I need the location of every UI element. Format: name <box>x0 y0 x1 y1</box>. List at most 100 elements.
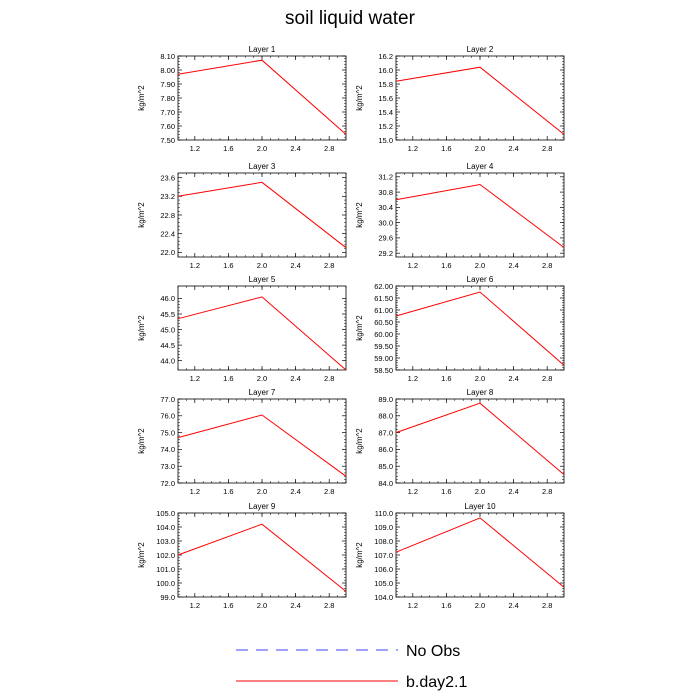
x-tick-label: 2.4 <box>290 601 300 610</box>
y-tick-label: 61.00 <box>374 306 393 315</box>
y-tick-label: 62.00 <box>374 282 393 291</box>
y-axis-label: kg/m^2 <box>355 202 364 228</box>
x-tick-label: 2.4 <box>508 261 518 270</box>
panel-title: Layer 9 <box>249 502 276 511</box>
y-tick-label: 59.00 <box>374 354 393 363</box>
y-tick-label: 60.00 <box>374 330 393 339</box>
x-tick-label: 1.2 <box>190 261 200 270</box>
series-line <box>177 181 347 249</box>
x-tick-label: 1.6 <box>223 144 233 153</box>
y-tick-label: 76.0 <box>160 412 175 421</box>
y-tick-label: 74.0 <box>160 445 175 454</box>
y-tick-label: 75.0 <box>160 428 175 437</box>
x-tick-label: 2.0 <box>475 374 485 383</box>
x-tick-label: 2.0 <box>257 261 267 270</box>
y-axis-label: kg/m^2 <box>137 202 146 228</box>
x-tick-label: 1.2 <box>190 487 200 496</box>
x-tick-label: 2.8 <box>324 261 334 270</box>
y-tick-label: 22.0 <box>160 248 175 257</box>
x-tick-label: 1.6 <box>223 487 233 496</box>
y-tick-label: 60.50 <box>374 318 393 327</box>
y-tick-label: 31.2 <box>378 173 393 182</box>
panel-title: Layer 7 <box>249 388 276 397</box>
panel-title: Layer 6 <box>467 275 494 284</box>
y-tick-label: 7.60 <box>160 122 175 131</box>
y-tick-label: 104.0 <box>374 593 393 602</box>
y-tick-label: 30.4 <box>378 203 393 212</box>
figure-title: soil liquid water <box>285 8 415 29</box>
y-axis-label: kg/m^2 <box>137 542 146 568</box>
y-axis-label: kg/m^2 <box>137 428 146 454</box>
y-tick-label: 108.0 <box>374 537 393 546</box>
y-tick-label: 7.50 <box>160 136 175 145</box>
x-tick-label: 1.6 <box>223 374 233 383</box>
x-tick-label: 2.0 <box>475 261 485 270</box>
x-tick-label: 2.8 <box>324 374 334 383</box>
y-tick-label: 45.5 <box>160 310 175 319</box>
series-line <box>395 402 565 475</box>
panel-layer-4: Layer 4 29.2 29.6 30.0 30.4 30.8 31.2 1.2 1.6 2.0… <box>355 162 565 270</box>
y-tick-label: 7.90 <box>160 80 175 89</box>
y-axis-label: kg/m^2 <box>137 315 146 341</box>
x-tick-label: 1.6 <box>223 261 233 270</box>
x-tick-label: 1.2 <box>190 374 200 383</box>
y-tick-label: 87.0 <box>378 428 393 437</box>
series-line <box>177 414 347 477</box>
x-tick-label: 1.6 <box>441 261 451 270</box>
y-tick-label: 15.8 <box>378 80 393 89</box>
y-tick-label: 109.0 <box>374 523 393 532</box>
x-tick-label: 2.8 <box>542 261 552 270</box>
y-tick-label: 16.0 <box>378 66 393 75</box>
x-tick-label: 2.0 <box>475 601 485 610</box>
y-tick-label: 85.0 <box>378 462 393 471</box>
y-tick-label: 45.0 <box>160 325 175 334</box>
x-tick-label: 1.6 <box>441 601 451 610</box>
y-tick-label: 77.0 <box>160 395 175 404</box>
y-tick-label: 23.6 <box>160 173 175 182</box>
x-tick-label: 2.4 <box>508 487 518 496</box>
y-tick-label: 58.50 <box>374 366 393 375</box>
panel-layer-2: Layer 2 15.0 15.2 15.4 15.6 15.8 16.0 16.2 1.2 1.… <box>355 45 565 153</box>
y-axis-label: kg/m^2 <box>355 428 364 454</box>
y-tick-label: 29.6 <box>378 234 393 243</box>
y-tick-label: 103.0 <box>156 537 175 546</box>
panel-layer-6: Layer 6 58.50 59.00 59.50 60.00 60.50 61.00 61.… <box>355 275 565 383</box>
y-tick-label: 99.0 <box>160 593 175 602</box>
y-tick-label: 102.0 <box>156 551 175 560</box>
y-tick-label: 8.00 <box>160 66 175 75</box>
panel-title: Layer 8 <box>467 388 494 397</box>
panel-title: Layer 4 <box>467 162 494 171</box>
x-tick-label: 2.0 <box>257 144 267 153</box>
x-tick-label: 2.0 <box>257 374 267 383</box>
y-tick-label: 110.0 <box>375 509 393 518</box>
series-line <box>395 66 565 135</box>
x-tick-label: 1.6 <box>223 601 233 610</box>
x-tick-label: 2.0 <box>257 601 267 610</box>
x-tick-label: 2.4 <box>508 374 518 383</box>
series-line <box>395 183 565 248</box>
y-tick-label: 89.0 <box>378 395 393 404</box>
panel-layer-10: Layer 10 104.0 105.0 106.0 107.0 108.0 109.0 11… <box>355 502 565 610</box>
y-tick-label: 106.0 <box>374 565 393 574</box>
x-tick-label: 1.6 <box>441 487 451 496</box>
x-tick-label: 1.2 <box>408 487 418 496</box>
y-tick-label: 84.0 <box>378 479 393 488</box>
x-tick-label: 1.2 <box>408 144 418 153</box>
series-line <box>177 296 347 371</box>
y-tick-label: 104.0 <box>156 523 175 532</box>
x-tick-label: 2.4 <box>290 261 300 270</box>
y-tick-label: 61.50 <box>374 294 393 303</box>
x-tick-label: 2.8 <box>324 144 334 153</box>
y-tick-label: 101.0 <box>156 565 175 574</box>
panel-title: Layer 10 <box>464 502 496 511</box>
y-tick-label: 107.0 <box>374 551 393 560</box>
panel-title: Layer 5 <box>249 275 276 284</box>
y-tick-label: 105.0 <box>374 579 393 588</box>
panel-title: Layer 1 <box>249 45 276 54</box>
y-axis-label: kg/m^2 <box>355 315 364 341</box>
y-tick-label: 23.2 <box>160 192 175 201</box>
x-tick-label: 1.2 <box>190 144 200 153</box>
x-tick-label: 1.2 <box>190 601 200 610</box>
legend-item: b.day2.1 <box>236 674 467 691</box>
y-tick-label: 7.80 <box>160 94 175 103</box>
